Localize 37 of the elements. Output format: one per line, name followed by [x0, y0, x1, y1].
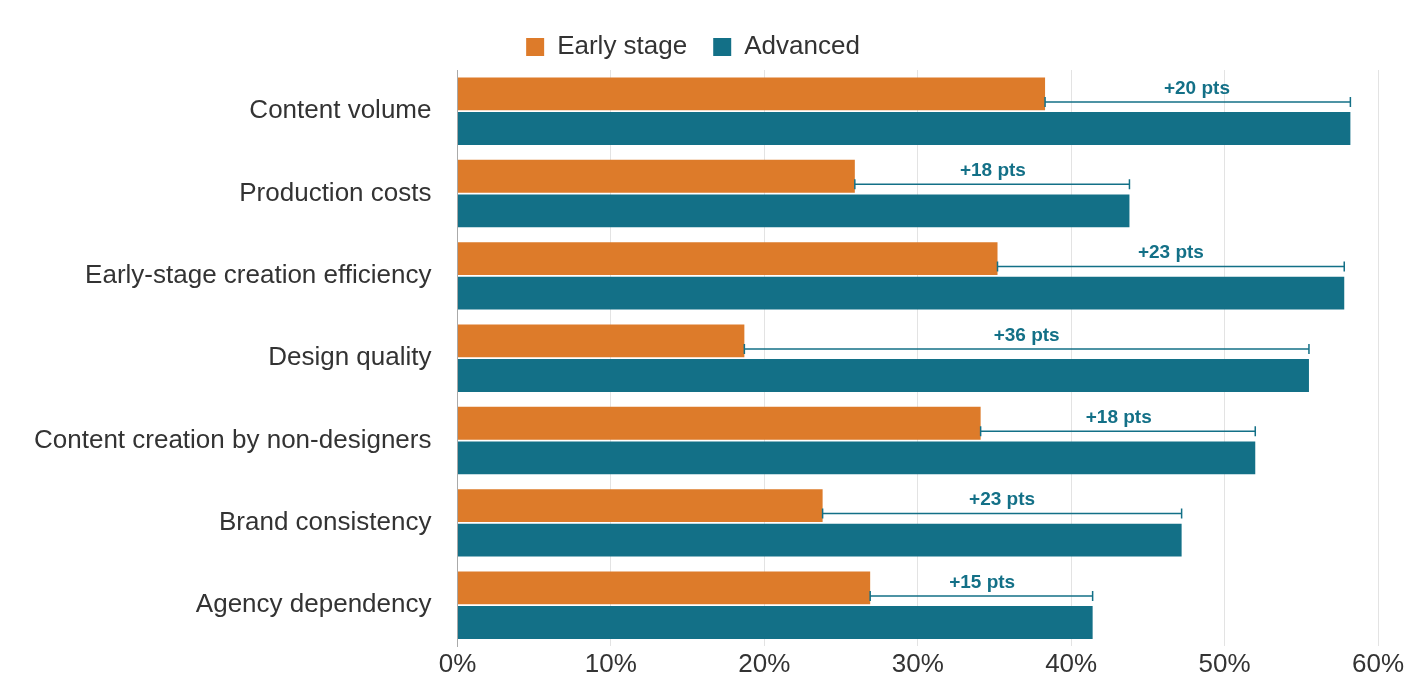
annotation: +18 pts: [959, 158, 1026, 180]
x-tick-label: 40%: [1045, 648, 1098, 679]
annotation: +36 pts: [993, 323, 1060, 345]
x-tick-label: 50%: [1198, 648, 1251, 679]
bar: [457, 112, 1351, 145]
bar: [457, 324, 745, 358]
x-tick-label: 30%: [891, 648, 944, 679]
x-tick-label: 60%: [1351, 648, 1405, 679]
y-tick-label: Content volume: [249, 94, 432, 125]
legend-label: Advanced: [744, 30, 860, 61]
bar: [457, 159, 855, 193]
bar: [457, 606, 1093, 639]
bar: [457, 194, 1130, 228]
y-tick-label: Early-stage creation efficiency: [85, 259, 432, 290]
annotation: +18 pts: [1085, 405, 1152, 427]
y-tick-label: Content creation by non-designers: [34, 423, 432, 454]
bar: [457, 406, 981, 440]
x-tick-label: 20%: [738, 648, 791, 679]
annotation: +15 pts: [949, 570, 1016, 592]
bar: [457, 523, 1182, 557]
y-tick-label: Brand consistency: [219, 506, 432, 537]
legend-label: Early stage: [557, 30, 688, 61]
annotation: +23 pts: [969, 488, 1036, 510]
bar: [457, 276, 1345, 310]
bar: [457, 359, 1309, 392]
bar: [457, 441, 1256, 475]
bar: [457, 489, 823, 523]
x-tick-label: 10%: [584, 648, 637, 679]
annotation: +20 pts: [1163, 76, 1230, 98]
bar: [457, 77, 1046, 111]
y-tick-label: Agency dependency: [195, 588, 432, 619]
annotation: +23 pts: [1137, 241, 1204, 263]
x-tick-label: 0%: [438, 648, 477, 679]
y-tick-label: Design quality: [268, 341, 432, 372]
bar: [457, 242, 998, 275]
bar: [457, 571, 871, 605]
y-tick-label: Production costs: [239, 176, 432, 207]
